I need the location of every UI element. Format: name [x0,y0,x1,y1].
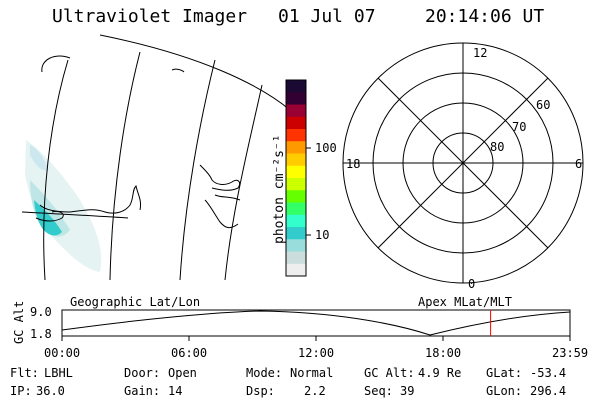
colorbar-band [286,227,306,240]
footer-door-label: Door: [124,366,161,380]
footer-gcalt-value: 4.9 Re [418,366,462,380]
time-label: 20:14:06 UT [425,6,545,27]
time-tick-0600: 06:00 [171,346,208,360]
lat-label-80: 80 [490,140,505,154]
time-tick-1800: 18:00 [425,346,462,360]
colorbar-band [286,190,306,203]
footer-gain-label: Gain: [124,384,161,398]
mlt-label-6: 6 [575,157,583,171]
footer-filter-value: LBHL [44,366,73,380]
colorbar-tick-10: 10 [315,228,330,242]
altitude-axis-title: GC Alt [12,300,26,344]
colorbar-unit-label: photon cm⁻²s⁻¹ [272,134,287,244]
footer-dsp-label: Dsp: [246,384,275,398]
mlt-label-0: 0 [468,277,476,291]
time-tick-0000: 00:00 [44,346,81,360]
footer-gcalt-label: GC Alt: [364,366,415,380]
altitude-curve [61,310,571,336]
date-label: 01 Jul 07 [278,6,376,27]
colorbar-band [286,178,306,191]
timeline-ticks [61,336,571,341]
footer-dsp-value: 2.2 [304,384,326,398]
colorbar-band [286,116,306,130]
colorbar-band [286,104,306,118]
aurora-emission [25,140,102,272]
time-tick-2359: 23:59 [552,346,589,360]
footer-mode-value: Normal [290,366,334,380]
footer-glat-label: GLat: [486,366,523,380]
footer-door-value: Open [168,366,197,380]
colorbar [286,80,306,277]
footer-glon-value: 296.4 [530,384,567,398]
footer-gain-value: 14 [168,384,183,398]
colorbar-frame [285,79,307,277]
footer-ip-label: IP: [10,384,32,398]
colorbar-band [286,165,306,179]
apex-label: Apex MLat/MLT [418,295,512,309]
colorbar-tick-100: 100 [315,141,337,155]
lat-label-70: 70 [512,120,527,134]
instrument-title: Ultraviolet Imager [52,6,248,27]
footer-glon-label: GLon: [486,384,523,398]
time-tick-1200: 12:00 [298,346,335,360]
altitude-min-label: 1.8 [30,327,52,341]
footer-mode-label: Mode: [246,366,283,380]
altitude-max-label: 9.0 [30,305,52,319]
lat-label-60: 60 [536,98,551,112]
colorbar-band [286,153,306,167]
colorbar-band [286,92,306,105]
coastline [35,68,241,229]
footer-filter-label: Flt: [10,366,39,380]
polar-plot [342,42,584,284]
colorbar-band [286,214,306,228]
colorbar-band [286,239,306,252]
mlt-label-18: 18 [346,157,361,171]
colorbar-band [286,80,306,93]
colorbar-band [286,202,306,216]
colorbar-band [286,251,306,265]
graticule [21,34,291,281]
footer-seq-label: Seq: [364,384,393,398]
colorbar-band [286,263,306,277]
footer-ip-value: 36.0 [36,384,65,398]
colorbar-ticks [306,147,311,236]
geographic-label: Geographic Lat/Lon [70,295,201,309]
colorbar-band [286,141,306,154]
footer-seq-value: 39 [400,384,415,398]
mlt-label-12: 12 [473,46,488,60]
colorbar-band [286,129,306,142]
footer-glat-value: -53.4 [530,366,567,380]
